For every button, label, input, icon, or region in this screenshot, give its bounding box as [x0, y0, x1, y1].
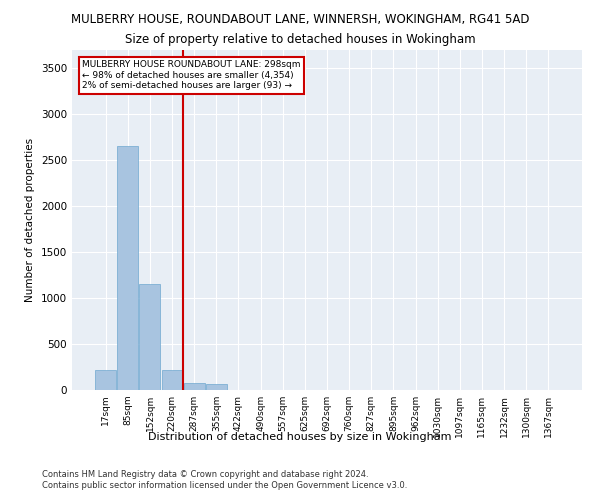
Text: Distribution of detached houses by size in Wokingham: Distribution of detached houses by size …	[148, 432, 452, 442]
Text: Size of property relative to detached houses in Wokingham: Size of property relative to detached ho…	[125, 32, 475, 46]
Text: Contains public sector information licensed under the Open Government Licence v3: Contains public sector information licen…	[42, 481, 407, 490]
Text: Contains HM Land Registry data © Crown copyright and database right 2024.: Contains HM Land Registry data © Crown c…	[42, 470, 368, 479]
Y-axis label: Number of detached properties: Number of detached properties	[25, 138, 35, 302]
Bar	[206, 384, 227, 390]
Bar	[95, 370, 116, 390]
Text: MULBERRY HOUSE ROUNDABOUT LANE: 298sqm
← 98% of detached houses are smaller (4,3: MULBERRY HOUSE ROUNDABOUT LANE: 298sqm ←…	[82, 60, 301, 90]
Bar	[161, 370, 182, 390]
Bar	[184, 382, 205, 390]
Bar	[139, 284, 160, 390]
Bar	[118, 146, 139, 390]
Text: MULBERRY HOUSE, ROUNDABOUT LANE, WINNERSH, WOKINGHAM, RG41 5AD: MULBERRY HOUSE, ROUNDABOUT LANE, WINNERS…	[71, 12, 529, 26]
